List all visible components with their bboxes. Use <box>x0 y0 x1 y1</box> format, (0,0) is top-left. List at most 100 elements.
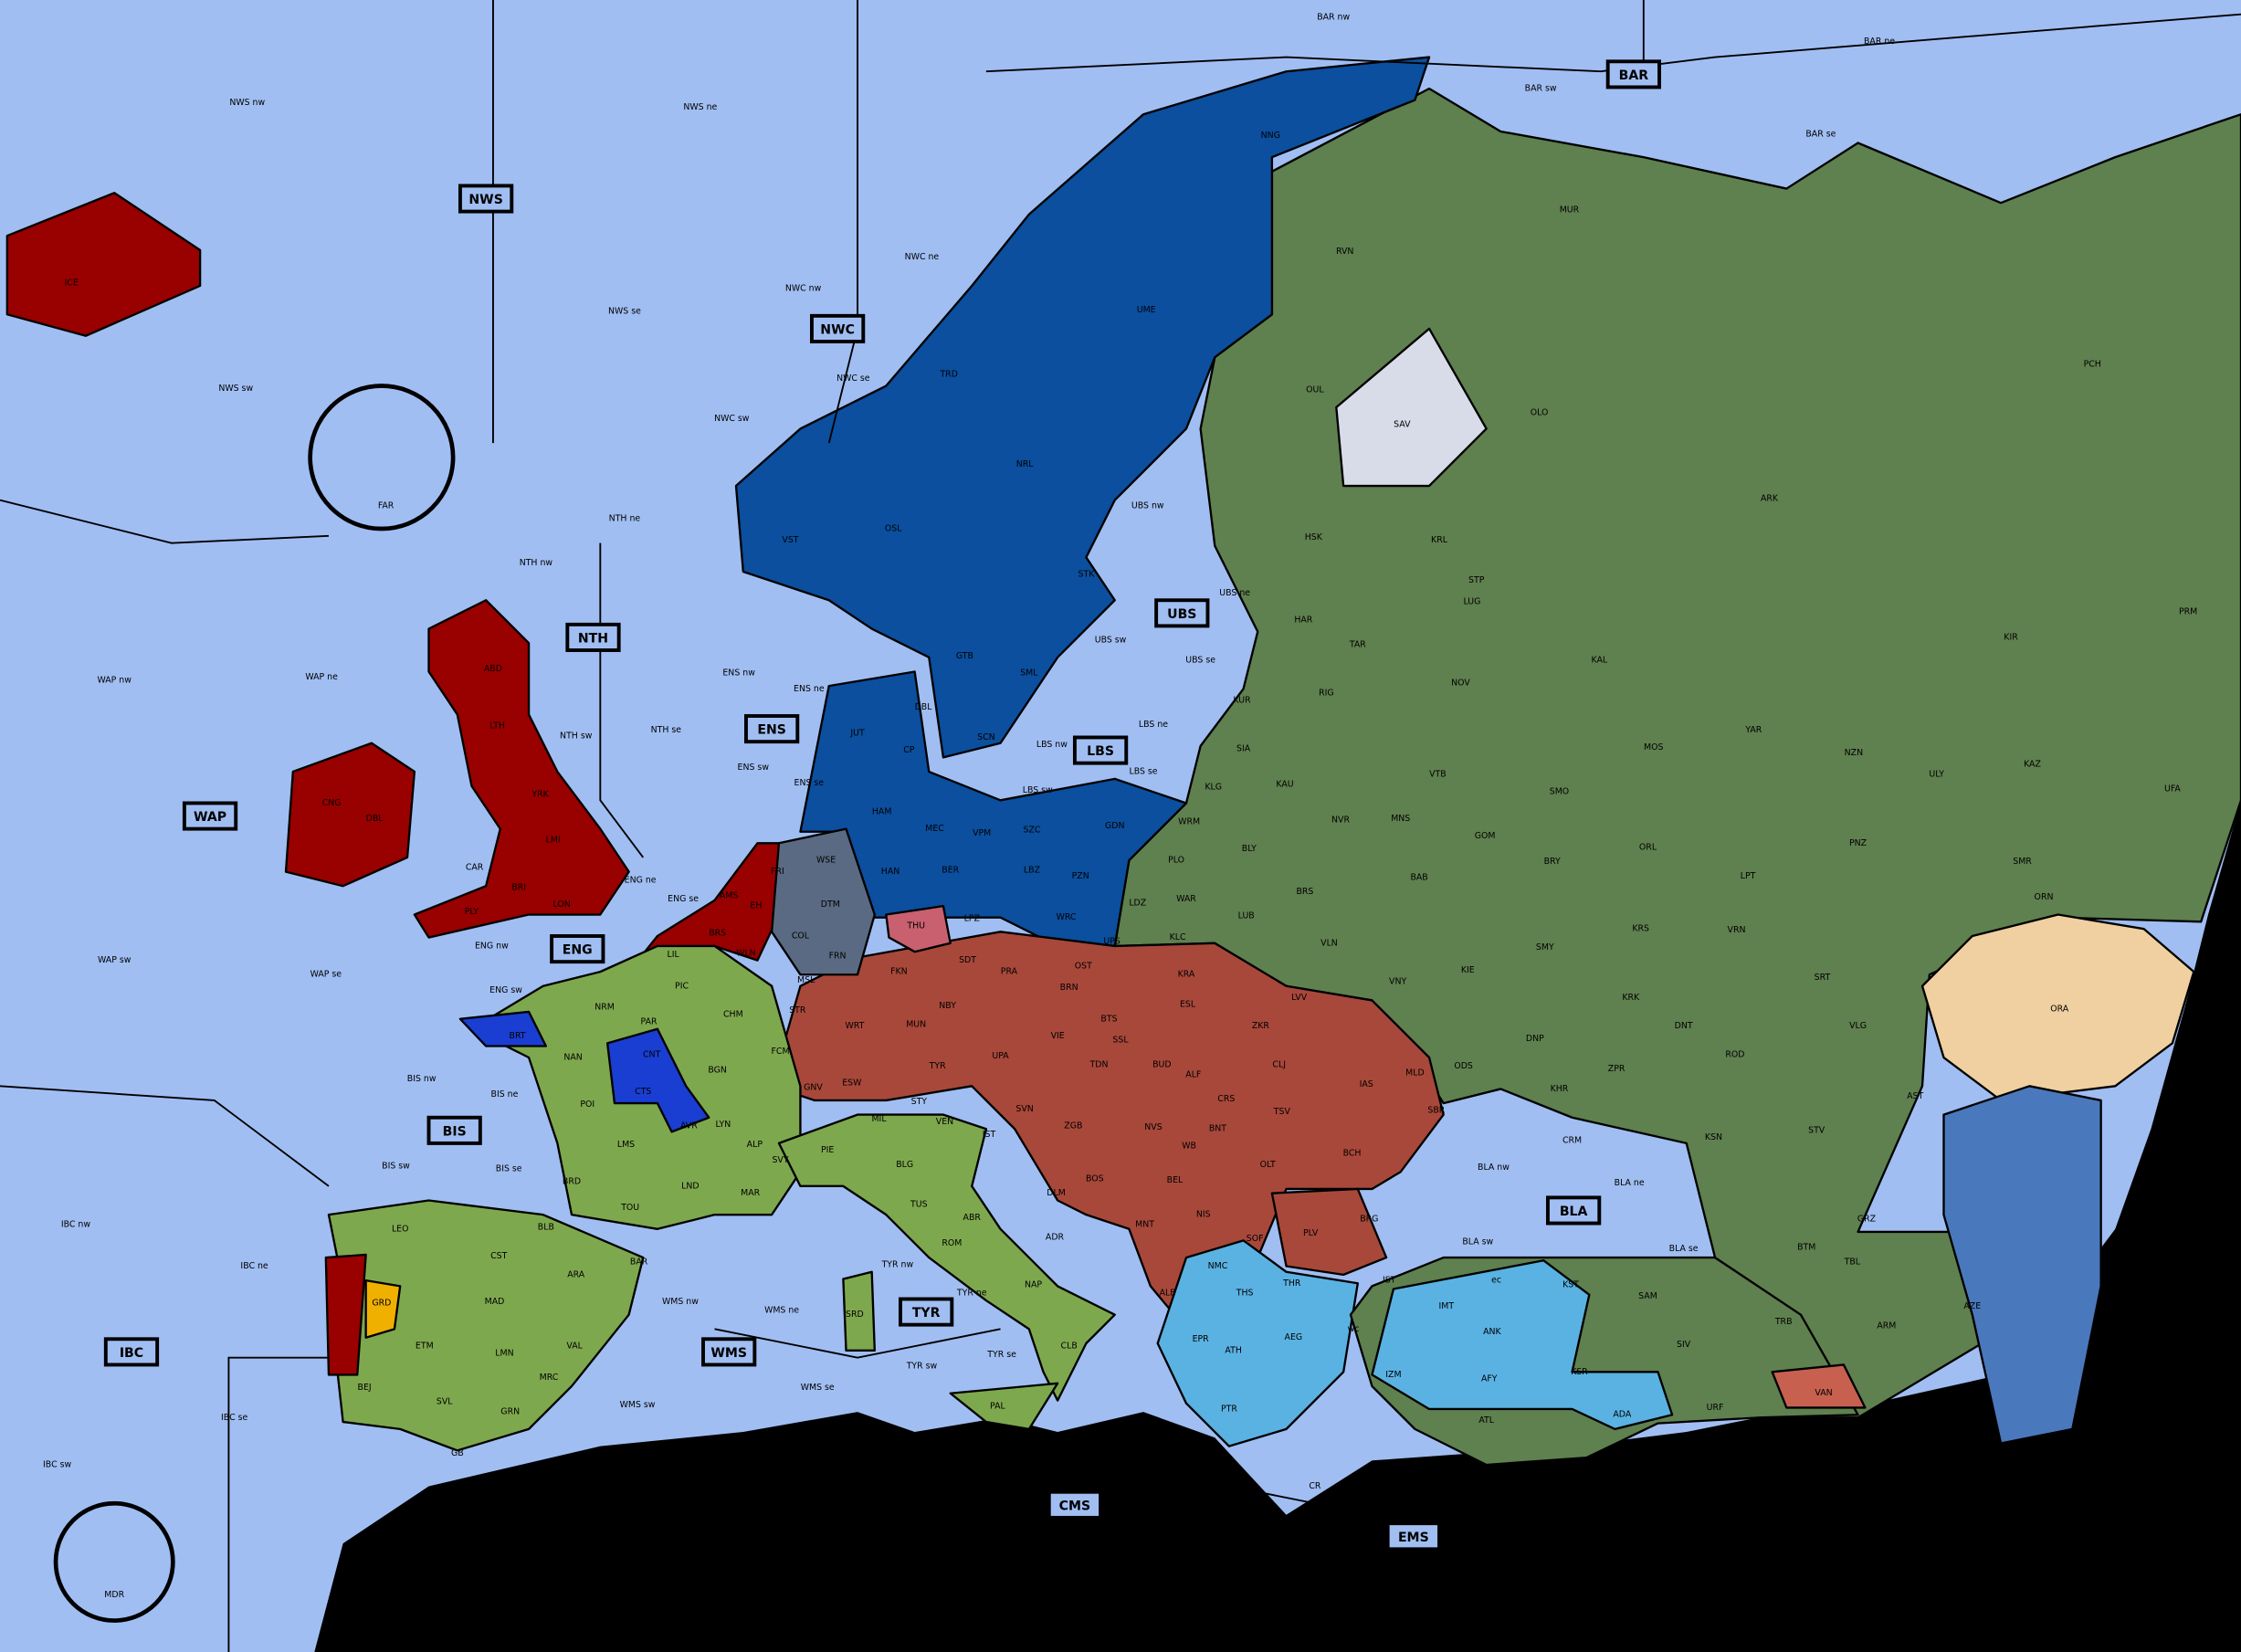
province-label[interactable]: BRS <box>1296 887 1313 897</box>
province-label[interactable]: LMN <box>495 1348 513 1358</box>
sicily-region[interactable] <box>949 1382 1059 1431</box>
province-label[interactable]: ULY <box>1929 770 1944 780</box>
grd-region[interactable] <box>364 1278 402 1339</box>
province-label[interactable]: BLB <box>538 1223 554 1233</box>
province-label[interactable]: BEL <box>1167 1175 1184 1185</box>
province-label[interactable]: PIC <box>675 981 689 991</box>
province-label[interactable]: YAR <box>1744 725 1762 735</box>
province-label[interactable]: BUD <box>1152 1059 1172 1069</box>
brittany-region[interactable] <box>458 1010 548 1047</box>
province-label[interactable]: LPT <box>1741 871 1756 881</box>
sea-region-box[interactable]: NTH <box>565 622 621 652</box>
province-label[interactable]: ATL <box>1478 1415 1494 1426</box>
province-label[interactable]: SMR <box>2013 857 2032 867</box>
province-label[interactable]: ROM <box>942 1238 962 1248</box>
province-label[interactable]: FRI <box>771 867 784 877</box>
province-label[interactable]: ATH <box>1225 1345 1241 1355</box>
province-label[interactable]: VEN <box>936 1117 953 1127</box>
province-label[interactable]: KIE <box>1461 965 1475 975</box>
province-label[interactable]: PCH <box>2084 360 2101 370</box>
province-label[interactable]: OLT <box>1260 1160 1276 1170</box>
province-label[interactable]: LMS <box>617 1140 635 1150</box>
province-label[interactable]: TDN <box>1089 1059 1109 1069</box>
central-france-region[interactable] <box>605 1027 710 1133</box>
sea-region-box[interactable]: ENS <box>744 714 800 744</box>
province-label[interactable]: wc <box>1348 1324 1360 1334</box>
province-label[interactable]: VNY <box>1389 977 1406 987</box>
province-label[interactable]: OLO <box>1531 408 1549 418</box>
province-label[interactable]: NAN <box>563 1053 582 1063</box>
province-label[interactable]: BCH <box>1343 1148 1362 1158</box>
province-label[interactable]: SBR <box>1427 1105 1445 1115</box>
grey-region[interactable] <box>770 827 876 976</box>
province-label[interactable]: OUL <box>1306 385 1324 395</box>
province-label[interactable]: WAR <box>1176 894 1196 904</box>
province-label[interactable]: ANK <box>1483 1327 1501 1337</box>
province-label[interactable]: KRS <box>1632 924 1649 934</box>
province-label[interactable]: PNZ <box>1849 838 1867 848</box>
province-label[interactable]: BER <box>942 866 959 876</box>
province-label[interactable]: LIL <box>668 950 680 960</box>
province-label[interactable]: PAR <box>641 1016 658 1026</box>
province-label[interactable]: ZKR <box>1252 1021 1270 1031</box>
province-label[interactable]: WRC <box>1057 912 1077 922</box>
province-label[interactable]: GTB <box>956 651 973 661</box>
province-label[interactable]: DBL <box>915 702 933 712</box>
province-label[interactable]: ORL <box>1639 842 1657 852</box>
province-label[interactable]: FAR <box>378 500 395 510</box>
province-label[interactable]: ALP <box>747 1140 763 1150</box>
province-label[interactable]: LPZ <box>964 914 980 924</box>
province-label[interactable]: SRD <box>846 1310 864 1320</box>
sav-region[interactable] <box>1335 327 1488 488</box>
province-label[interactable]: CNG <box>322 798 342 808</box>
province-label[interactable]: NZN <box>1845 748 1863 758</box>
province-label[interactable]: VAL <box>566 1342 583 1352</box>
province-label[interactable]: LND <box>681 1181 699 1191</box>
province-label[interactable]: STP <box>1468 575 1485 585</box>
province-label[interactable]: CAR <box>466 862 484 872</box>
province-label[interactable]: LYN <box>716 1120 731 1130</box>
province-label[interactable]: UPS <box>1103 937 1120 947</box>
province-label[interactable]: THU <box>906 921 925 931</box>
caspian-region[interactable] <box>1942 1085 2102 1445</box>
province-label[interactable]: LBZ <box>1024 866 1040 876</box>
province-label[interactable]: TBL <box>1844 1257 1861 1267</box>
province-label[interactable]: BAB <box>1410 872 1427 882</box>
province-label[interactable]: WRM <box>1178 816 1200 826</box>
province-label[interactable]: GNV <box>804 1082 823 1092</box>
province-label[interactable]: LVV <box>1291 993 1308 1003</box>
province-label[interactable]: MAR <box>741 1188 761 1198</box>
province-label[interactable]: KSR <box>1571 1367 1588 1377</box>
province-label[interactable]: VTB <box>1429 770 1447 780</box>
province-label[interactable]: CTS <box>635 1087 651 1097</box>
province-label[interactable]: GDN <box>1105 821 1125 831</box>
province-label[interactable]: MLD <box>1405 1068 1425 1079</box>
province-label[interactable]: SVY <box>772 1155 788 1165</box>
greece-region[interactable] <box>1156 1239 1359 1447</box>
province-label[interactable]: EH <box>750 901 762 911</box>
province-label[interactable]: KRL <box>1431 535 1448 545</box>
province-label[interactable]: KIR <box>2004 632 2018 642</box>
province-label[interactable]: SVN <box>1015 1104 1033 1114</box>
province-label[interactable]: FRN <box>829 951 847 961</box>
province-label[interactable]: SCN <box>977 732 995 742</box>
province-label[interactable]: PRM <box>2179 606 2197 616</box>
province-label[interactable]: NNG <box>1261 131 1280 141</box>
province-label[interactable]: NBY <box>939 1001 956 1011</box>
province-label[interactable]: IST <box>1383 1276 1396 1286</box>
province-label[interactable]: SDT <box>959 955 976 965</box>
sea-region-box[interactable]: IBC <box>103 1337 160 1367</box>
province-label[interactable]: CNT <box>643 1049 661 1059</box>
province-label[interactable]: GOM <box>1475 831 1496 841</box>
province-label[interactable]: ABD <box>484 664 502 674</box>
province-label[interactable]: MUN <box>906 1020 926 1030</box>
province-label[interactable]: TUS <box>910 1200 928 1210</box>
province-label[interactable]: SMY <box>1536 942 1554 952</box>
province-label[interactable]: AVR <box>680 1121 698 1131</box>
province-label[interactable]: LEO <box>392 1224 409 1234</box>
sea-region-box[interactable]: BLA <box>1545 1195 1602 1226</box>
province-label[interactable]: ORN <box>2035 892 2054 902</box>
province-label[interactable]: SML <box>1020 668 1038 679</box>
province-label[interactable]: MRC <box>540 1373 559 1383</box>
province-label[interactable]: LTH <box>489 721 505 731</box>
